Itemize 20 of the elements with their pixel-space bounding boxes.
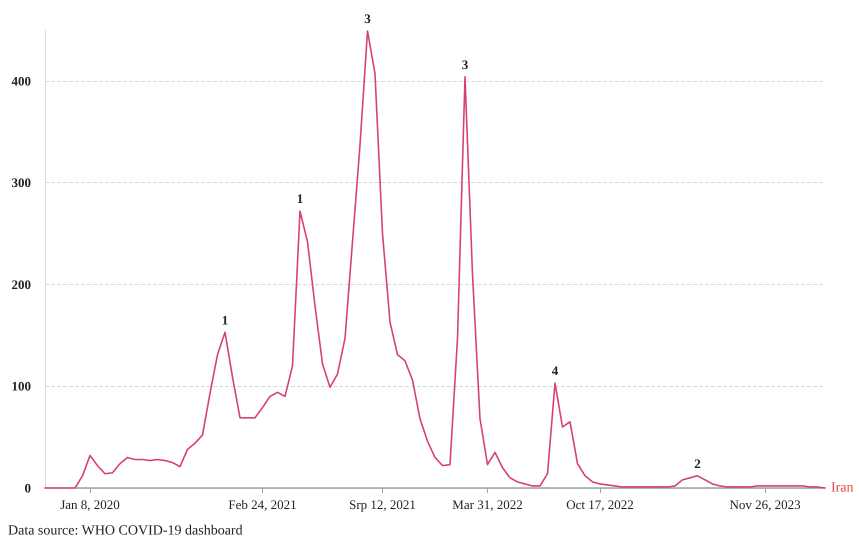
annotation: 4 [552,363,559,378]
source-note: Data source: WHO COVID-19 dashboard [8,524,243,538]
x-tick-label: Jan 8, 2020 [60,497,120,512]
x-tick-label: Nov 26, 2023 [729,497,801,512]
y-tick-label: 400 [12,73,31,88]
annotation: 3 [462,56,469,72]
annotation: 1 [222,312,228,328]
x-tick-label: Oct 17, 2022 [566,497,634,512]
x-tick-label: Srp 12, 2021 [349,497,416,512]
y-tick-label: 0 [24,480,31,496]
y-tick-label: 100 [12,378,31,394]
annotation: 1 [296,191,304,206]
x-tick-label: Mar 31, 2022 [452,497,523,512]
line-series [44,30,826,489]
y-tick-label: 200 [12,276,31,292]
series-label: Iran [831,480,854,496]
annotation: 2 [694,456,701,471]
y-tick-label: 300 [12,175,31,190]
x-tick-label: Feb 24, 2021 [228,497,297,512]
annotation: 3 [364,11,372,26]
